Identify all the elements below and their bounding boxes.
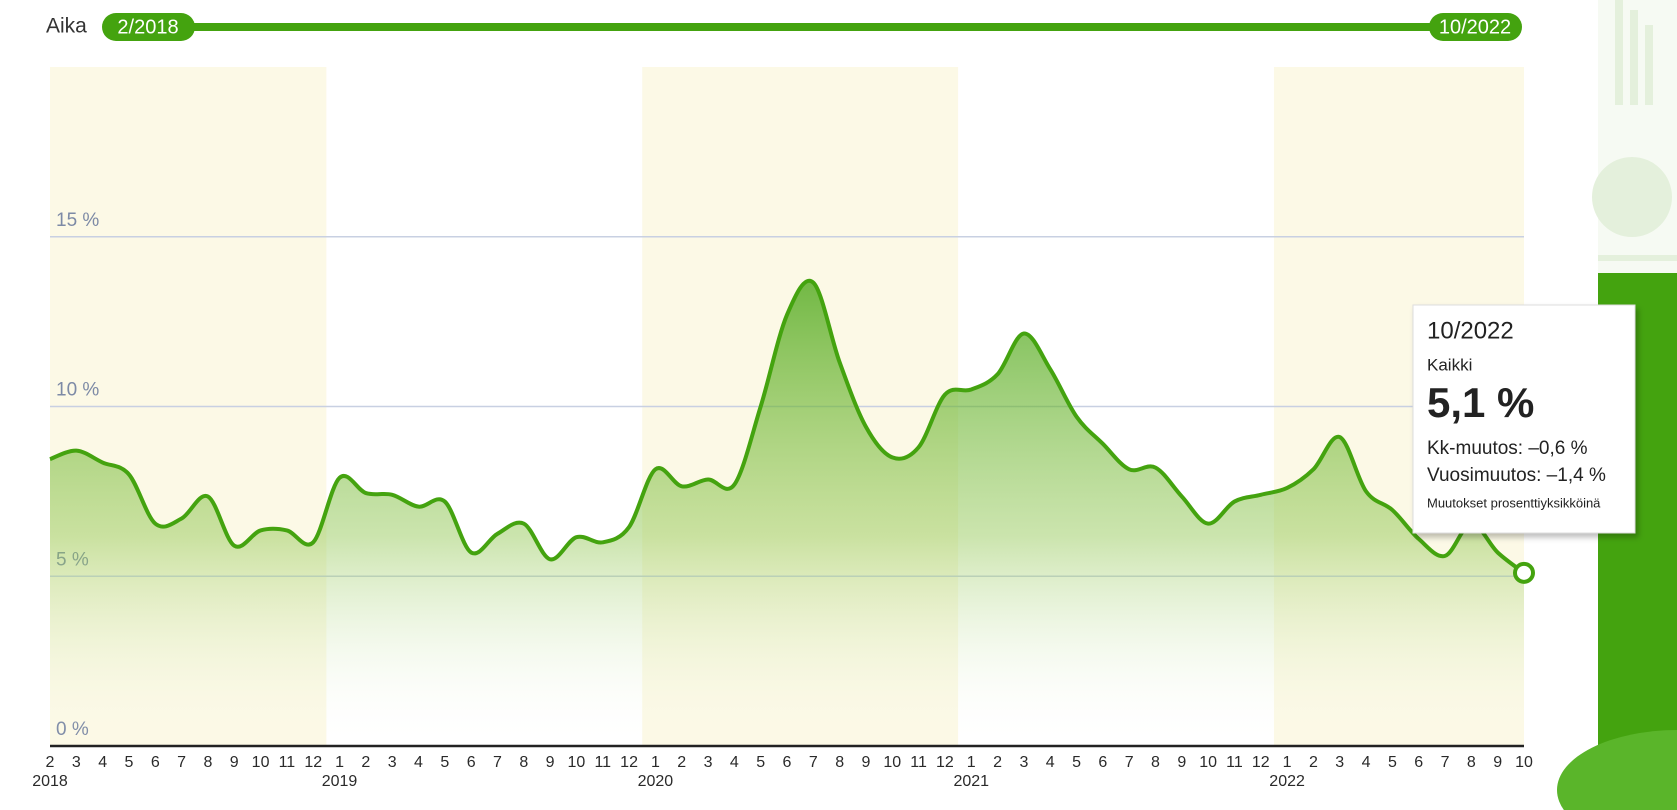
x-tick-label: 5 — [1388, 754, 1397, 771]
x-tick-label: 7 — [1441, 754, 1450, 771]
x-tick-label: 9 — [1177, 754, 1186, 771]
x-tick-label: 5 — [756, 754, 765, 771]
tooltip-note: Muutokset prosenttiyksikköinä — [1427, 495, 1601, 510]
y-tick-label: 15 % — [56, 210, 99, 231]
x-tick-label: 2 — [1309, 754, 1318, 771]
x-tick-label: 9 — [862, 754, 871, 771]
tooltip-value: 5,1 % — [1427, 379, 1534, 426]
x-tick-label: 11 — [594, 754, 611, 771]
x-tick-label: 12 — [304, 754, 322, 771]
x-tick-label: 7 — [177, 754, 186, 771]
slider-handle[interactable] — [1429, 13, 1522, 41]
x-tick-label: 7 — [1125, 754, 1134, 771]
x-tick-label: 6 — [783, 754, 792, 771]
slider-end: 10/2022 — [1439, 16, 1511, 38]
x-tick-label: 9 — [1493, 754, 1502, 771]
x-tick-label: 10 — [252, 754, 270, 771]
tooltip-year-change: Vuosimuutos: –1,4 % — [1427, 465, 1606, 486]
x-tick-label: 1 — [651, 754, 660, 771]
x-tick-label: 8 — [1151, 754, 1160, 771]
x-tick-label: 5 — [440, 754, 449, 771]
x-tick-label: 5 — [125, 754, 134, 771]
x-tick-label: 11 — [910, 754, 927, 771]
x-tick-label: 11 — [1226, 754, 1243, 771]
x-tick-label: 2 — [46, 754, 55, 771]
x-tick-label: 4 — [414, 754, 423, 771]
x-tick-label: 3 — [72, 754, 81, 771]
x-tick-label: 1 — [1283, 754, 1292, 771]
year-label: 2021 — [953, 773, 989, 790]
line — [49, 278, 1526, 575]
year-label: 2018 — [32, 773, 68, 790]
x-tick-label: 6 — [1414, 754, 1423, 771]
x-tick-label: 6 — [467, 754, 476, 771]
x-tick-label: 3 — [704, 754, 713, 771]
year-label: 2020 — [638, 773, 674, 790]
tooltip-series: Kaikki — [1427, 355, 1472, 374]
x-tick-label: 2 — [993, 754, 1002, 771]
slider-track[interactable] — [110, 23, 1510, 31]
time-slider[interactable]: Aika 2/2018 10/2022 — [46, 13, 1522, 41]
x-tick-label: 1 — [967, 754, 976, 771]
x-tick-label: 7 — [809, 754, 818, 771]
tooltip-month-change: Kk-muutos: –0,6 % — [1427, 438, 1588, 459]
x-tick-label: 4 — [1362, 754, 1371, 771]
x-tick-label: 9 — [546, 754, 555, 771]
slider-handle[interactable] — [102, 13, 195, 41]
x-tick-label: 10 — [1515, 754, 1533, 771]
x-tick-label: 10 — [568, 754, 586, 771]
x-tick-label: 12 — [936, 754, 954, 771]
tooltip-date: 10/2022 — [1427, 317, 1514, 344]
x-tick-label: 5 — [1072, 754, 1081, 771]
x-tick-label: 3 — [1335, 754, 1344, 771]
x-tick-label: 12 — [620, 754, 638, 771]
x-tick-label: 8 — [203, 754, 212, 771]
y-tick-label: 10 % — [56, 380, 99, 401]
year-label: 2022 — [1269, 773, 1305, 790]
x-tick-label: 3 — [1019, 754, 1028, 771]
x-tick-label: 10 — [883, 754, 901, 771]
x-tick-label: 4 — [1046, 754, 1055, 771]
x-tick-label: 6 — [151, 754, 160, 771]
slider-label: Aika — [46, 15, 87, 38]
x-tick-label: 7 — [493, 754, 502, 771]
x-tick-label: 2 — [677, 754, 686, 771]
x-tick-label: 10 — [1199, 754, 1217, 771]
area-fill — [50, 280, 1524, 746]
x-tick-label: 8 — [519, 754, 528, 771]
x-tick-label: 2 — [361, 754, 370, 771]
x-tick-label: 6 — [1098, 754, 1107, 771]
tooltip-text: 10/2022 Kaikki 5,1 % Kk-muutos: –0,6 % V… — [1427, 317, 1606, 510]
point-marker — [1513, 561, 1535, 584]
x-tick-label: 8 — [1467, 754, 1476, 771]
x-tick-label: 3 — [388, 754, 397, 771]
year-label: 2019 — [322, 773, 358, 790]
x-tick-label: 9 — [230, 754, 239, 771]
x-tick-label: 4 — [98, 754, 107, 771]
x-tick-label: 1 — [335, 754, 344, 771]
tooltip — [1412, 304, 1636, 534]
x-tick-label: 12 — [1252, 754, 1270, 771]
slider-start: 2/2018 — [117, 16, 178, 38]
x-tick-label: 4 — [730, 754, 739, 771]
x-tick-label: 11 — [279, 754, 296, 771]
x-tick-label: 8 — [835, 754, 844, 771]
